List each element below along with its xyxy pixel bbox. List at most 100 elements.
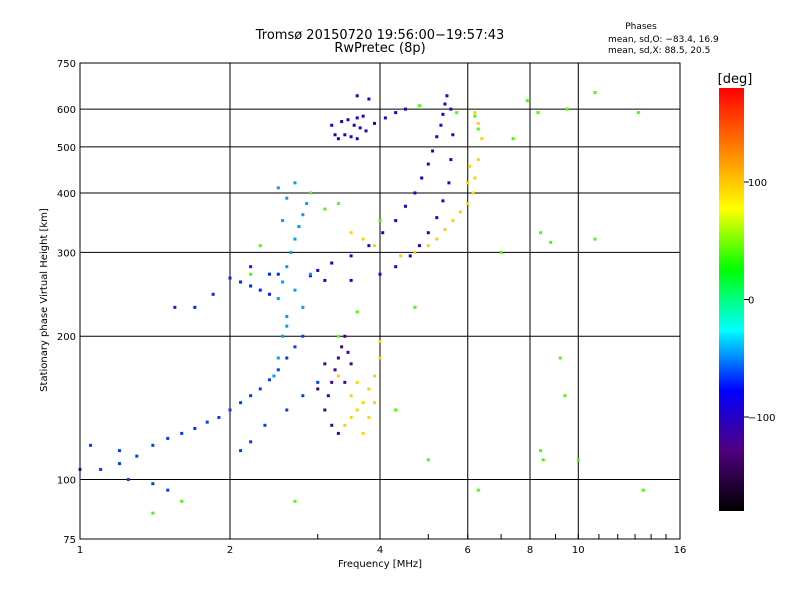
data-point — [323, 278, 327, 282]
x-axis-ticks: 1 2 4 6 8 10 16 — [77, 534, 687, 556]
stats-title: Phases — [625, 22, 657, 32]
data-point — [349, 394, 353, 398]
data-point — [378, 356, 382, 360]
data-point — [249, 440, 253, 444]
x-tick-label: 2 — [227, 545, 233, 556]
data-point — [451, 219, 455, 223]
data-point — [466, 202, 470, 206]
data-point — [117, 449, 121, 453]
colorbar-label: [deg] — [718, 72, 753, 87]
data-point — [413, 191, 417, 195]
data-point — [193, 426, 197, 430]
data-point — [333, 133, 337, 137]
data-point — [343, 380, 347, 384]
series-group — [316, 334, 353, 435]
chart-title-line1: Tromsø 20150720 19:56:00−19:57:43 — [255, 28, 505, 43]
data-point — [276, 297, 280, 301]
data-point — [249, 284, 253, 288]
data-point — [340, 345, 344, 349]
data-point — [239, 449, 243, 453]
series-group — [173, 265, 280, 309]
data-point — [258, 244, 262, 248]
data-point — [399, 254, 403, 258]
data-point — [293, 499, 297, 503]
data-point — [349, 415, 353, 419]
data-point — [166, 436, 170, 440]
data-point — [473, 114, 477, 118]
y-tick-label: 200 — [57, 332, 76, 343]
data-point — [373, 401, 377, 405]
data-point — [355, 408, 359, 412]
data-point — [180, 431, 184, 435]
data-point — [558, 356, 562, 360]
data-point — [476, 488, 480, 492]
stats-x-mode: mean, sd,X: 88.5, 20.5 — [608, 46, 710, 56]
data-point — [426, 231, 430, 235]
y-tick-label: 400 — [57, 189, 76, 200]
data-point — [355, 310, 359, 314]
data-point — [267, 272, 271, 276]
data-point — [381, 231, 385, 235]
data-point — [525, 99, 529, 103]
data-point — [228, 276, 232, 280]
data-point — [441, 112, 445, 116]
data-point — [281, 334, 285, 338]
series-group — [330, 94, 407, 141]
y-axis-ticks: 75 100 200 300 400 500 600 750 — [57, 59, 76, 546]
data-point — [355, 380, 359, 384]
data-point — [316, 268, 320, 272]
data-point — [281, 280, 285, 284]
data-point — [378, 272, 382, 276]
data-point — [336, 431, 340, 435]
data-point — [323, 207, 327, 211]
data-point — [333, 368, 337, 372]
data-point — [308, 274, 312, 278]
data-point — [403, 107, 407, 111]
data-point — [349, 362, 353, 366]
data-point — [593, 91, 597, 95]
data-point — [403, 204, 407, 208]
colorbar — [719, 88, 744, 511]
data-point — [511, 137, 515, 141]
data-point — [441, 199, 445, 203]
data-point — [305, 202, 309, 206]
data-point — [435, 135, 439, 139]
data-point — [289, 250, 293, 254]
data-point — [394, 265, 398, 269]
x-tick-label: 6 — [465, 545, 471, 556]
data-point — [420, 176, 424, 180]
data-point — [476, 121, 480, 125]
data-point — [285, 324, 289, 328]
data-point — [301, 394, 305, 398]
data-point — [151, 443, 155, 447]
data-point — [426, 162, 430, 166]
colorbar-ticks: 100 0 −100 — [744, 178, 775, 424]
data-point — [417, 244, 421, 248]
data-point — [378, 339, 382, 343]
data-point — [373, 374, 377, 378]
data-point — [445, 94, 449, 98]
data-point — [249, 394, 253, 398]
data-point — [211, 292, 215, 296]
data-point — [565, 107, 569, 111]
data-point — [249, 265, 253, 269]
data-point — [426, 458, 430, 462]
data-point — [447, 181, 451, 185]
data-point — [394, 111, 398, 115]
data-point — [413, 250, 417, 254]
data-point — [355, 116, 359, 120]
data-point — [276, 272, 280, 276]
x-tick-label: 16 — [674, 545, 687, 556]
x-tick-label: 10 — [572, 545, 585, 556]
y-tick-label: 500 — [57, 143, 76, 154]
data-point — [326, 394, 330, 398]
data-point — [239, 401, 243, 405]
data-point — [301, 213, 305, 217]
data-point — [323, 362, 327, 366]
data-point — [285, 196, 289, 200]
data-point — [417, 104, 421, 108]
data-point — [276, 186, 280, 190]
data-point — [301, 305, 305, 309]
grid — [80, 63, 680, 539]
